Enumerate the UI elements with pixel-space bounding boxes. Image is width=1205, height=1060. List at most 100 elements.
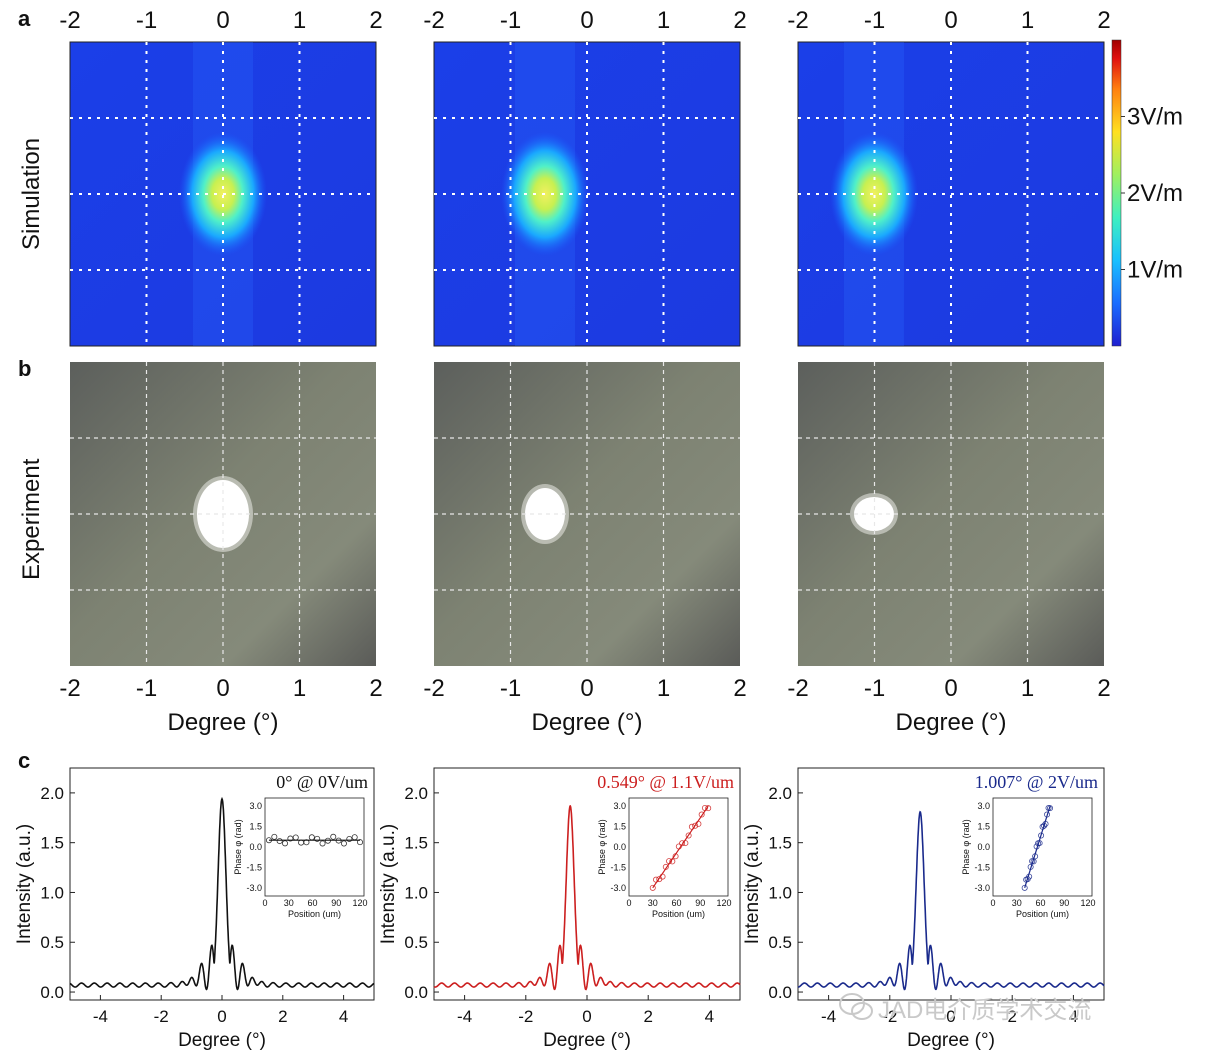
simulation-x-tick-label: 0: [580, 7, 593, 34]
inset-x-tick-label: 90: [695, 898, 705, 908]
inset-point: [698, 811, 705, 818]
y-tick-label: 0.5: [40, 933, 64, 952]
intensity-curve: [433, 804, 741, 991]
y-tick-label: 1.0: [40, 883, 64, 902]
simulation-x-tick-label: 1: [1021, 7, 1034, 34]
x-axis-label: Degree (°): [543, 1030, 631, 1051]
inset-point: [1042, 820, 1049, 827]
y-tick-label: 1.5: [404, 834, 428, 853]
inset-point: [1021, 884, 1028, 891]
inset-y-axis-label: Phase φ (rad): [233, 819, 243, 874]
inset-frame: [264, 797, 365, 897]
phase-inset: 0 30 60 90 120 3.0 1.5 0.0 -1.5 -3.0 Position (um)…: [233, 797, 368, 919]
y-tick-label: 0.5: [404, 933, 428, 952]
inset-point: [351, 834, 358, 841]
experiment-x-axis-label: Degree (°): [532, 709, 643, 736]
x-axis-label: Degree (°): [178, 1030, 266, 1051]
simulation-row: -2 -1 0 1 2 -2 -1 0 1 2 -2 -1 0 1 2: [59, 7, 1111, 347]
inset-point: [669, 858, 676, 865]
inset-x-axis-label: Position (um): [1016, 909, 1069, 919]
x-tick-label: -4: [821, 1007, 836, 1026]
experiment-image-2: -2 -1 0 1 2 Degree (°): [423, 362, 747, 736]
simulation-x-tick-label: 1: [657, 7, 670, 34]
y-tick-label: 2.0: [768, 784, 792, 803]
simulation-beam-spot: [501, 132, 590, 256]
colorbar-tick-label: 2V/m: [1127, 180, 1183, 207]
plot-annotation: 0° @ 0V/um: [276, 772, 368, 792]
inset-point: [1047, 805, 1054, 812]
inset-point: [649, 884, 656, 891]
simulation-map-1: -2 -1 0 1 2: [59, 7, 383, 347]
experiment-x-tick-label: 2: [1097, 675, 1110, 702]
simulation-x-tick-label: 0: [944, 7, 957, 34]
inset-y-tick-label: -3.0: [974, 883, 990, 893]
watermark-text: JAD电介质学术交流: [878, 997, 1092, 1024]
inset-y-tick-label: 3.0: [249, 801, 262, 811]
simulation-x-tick-label: 2: [733, 7, 746, 34]
inset-point: [308, 834, 315, 841]
inset-point: [1036, 840, 1043, 847]
inset-point: [1033, 843, 1040, 850]
phase-inset: 0 30 60 90 120 3.0 1.5 0.0 -1.5 -3.0 Position (um)…: [961, 797, 1096, 919]
y-tick-label: 1.0: [768, 883, 792, 902]
experiment-x-tick-label: -1: [136, 675, 157, 702]
experiment-x-tick-label: 2: [733, 675, 746, 702]
y-tick-label: 2.0: [40, 784, 64, 803]
inset-y-tick-label: -1.5: [246, 862, 262, 872]
row-label-experiment: Experiment: [18, 458, 45, 580]
intensity-curve: [69, 796, 375, 991]
inset-x-tick-label: 0: [990, 898, 995, 908]
simulation-x-tick-label: 0: [216, 7, 229, 34]
simulation-x-tick-label: -2: [59, 7, 80, 34]
simulation-x-tick-label: -2: [423, 7, 444, 34]
simulation-map-2: -2 -1 0 1 2: [423, 7, 747, 347]
inset-point: [692, 822, 699, 829]
colorbar-gradient: [1111, 39, 1122, 347]
experiment-x-tick-label: -2: [423, 675, 444, 702]
simulation-x-tick-label: 1: [293, 7, 306, 34]
x-axis-label: Degree (°): [907, 1030, 995, 1051]
inset-point: [292, 834, 299, 841]
y-axis-label: Intensity (a.u.): [378, 824, 399, 944]
inset-point: [685, 832, 692, 839]
inset-y-tick-label: -1.5: [974, 862, 990, 872]
x-tick-label: 0: [582, 1007, 591, 1026]
simulation-x-tick-label: 2: [369, 7, 382, 34]
inset-y-tick-label: -3.0: [246, 883, 262, 893]
y-tick-label: 0.0: [40, 983, 64, 1002]
inset-x-tick-label: 120: [1081, 898, 1096, 908]
inset-point: [1038, 832, 1045, 839]
inset-point: [282, 840, 289, 847]
inset-point: [324, 837, 331, 844]
inset-point: [330, 833, 337, 840]
inset-point: [1032, 853, 1039, 860]
inset-point: [705, 805, 712, 812]
inset-point: [675, 843, 682, 850]
experiment-x-tick-label: 2: [369, 675, 382, 702]
inset-point: [701, 804, 708, 811]
x-tick-label: 4: [705, 1007, 714, 1026]
simulation-beam-spot: [829, 132, 918, 256]
inset-y-tick-label: 0.0: [249, 842, 262, 852]
y-tick-label: 2.0: [404, 784, 428, 803]
simulation-x-tick-label: -1: [136, 7, 157, 34]
inset-x-tick-label: 0: [626, 898, 631, 908]
inset-point: [659, 873, 666, 880]
inset-point: [666, 858, 673, 865]
inset-point: [276, 838, 283, 845]
inset-x-tick-label: 60: [1036, 898, 1046, 908]
inset-point: [672, 853, 679, 860]
experiment-spot: [525, 488, 566, 540]
experiment-x-tick-label: 1: [293, 675, 306, 702]
wechat-icon: [839, 993, 873, 1020]
inset-y-tick-label: 1.5: [249, 822, 262, 832]
inset-x-tick-label: 90: [1059, 898, 1069, 908]
experiment-x-tick-label: 0: [216, 675, 229, 702]
inset-x-tick-label: 90: [331, 898, 341, 908]
experiment-x-axis-label: Degree (°): [168, 709, 279, 736]
inset-y-tick-label: 0.0: [977, 842, 990, 852]
inset-point: [265, 837, 272, 844]
intensity-plot-1: 0.0 0.5 1.0 1.5 2.0 -4 -2 0 2 4 Degree (°) Intensit…: [14, 767, 375, 1051]
y-axis-label: Intensity (a.u.): [742, 824, 763, 944]
inset-y-tick-label: 1.5: [613, 822, 626, 832]
